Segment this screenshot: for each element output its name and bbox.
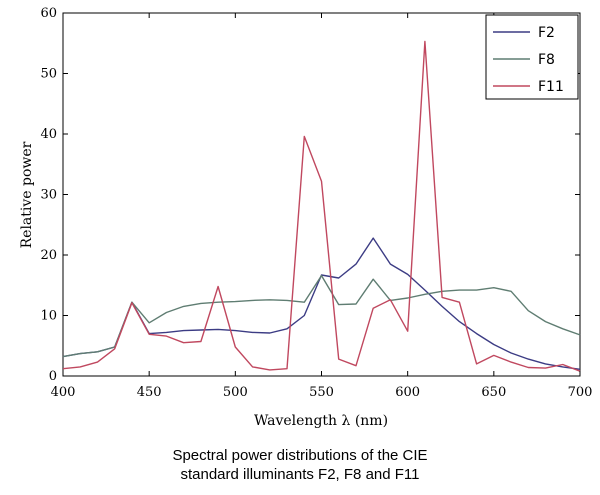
x-tick-label: 500 [223, 385, 248, 400]
series-line-f8 [62, 274, 581, 358]
y-tick-label: 0 [49, 369, 57, 384]
y-tick-label: 60 [40, 6, 57, 21]
x-tick-label: 450 [137, 385, 162, 400]
legend-label-f2: F2 [538, 25, 555, 41]
x-axis-label: Wavelength λ (nm) [254, 413, 388, 429]
figure-caption-line-2: standard illuminants F2, F8 and F11 [180, 466, 420, 483]
axis-ticks: 400 450 500 550 600 650 700 0 10 20 30 40 50 60 [40, 6, 592, 400]
series-lines [62, 40, 581, 372]
x-tick-label: 650 [481, 385, 506, 400]
legend: F2 F8 F11 [485, 14, 579, 100]
legend-box [485, 14, 579, 100]
x-tick-label: 600 [395, 385, 420, 400]
x-tick-label: 400 [51, 385, 76, 400]
plot-area: 400 450 500 550 600 650 700 0 10 20 30 40 50 60 [40, 6, 592, 400]
y-tick-label: 50 [40, 67, 57, 82]
y-tick-label: 10 [40, 309, 57, 324]
legend-label-f11: F11 [538, 79, 564, 95]
legend-label-f8: F8 [538, 52, 555, 68]
figure-caption-line-1: Spectral power distributions of the CIE [172, 447, 428, 464]
x-tick-label: 700 [568, 385, 593, 400]
series-line-f2 [62, 237, 581, 370]
series-line-f11 [62, 40, 581, 372]
y-tick-label: 20 [40, 248, 57, 263]
x-tick-label: 550 [309, 385, 334, 400]
y-tick-label: 40 [40, 127, 57, 142]
y-axis-label: Relative power [19, 141, 35, 248]
y-tick-label: 30 [40, 188, 57, 203]
